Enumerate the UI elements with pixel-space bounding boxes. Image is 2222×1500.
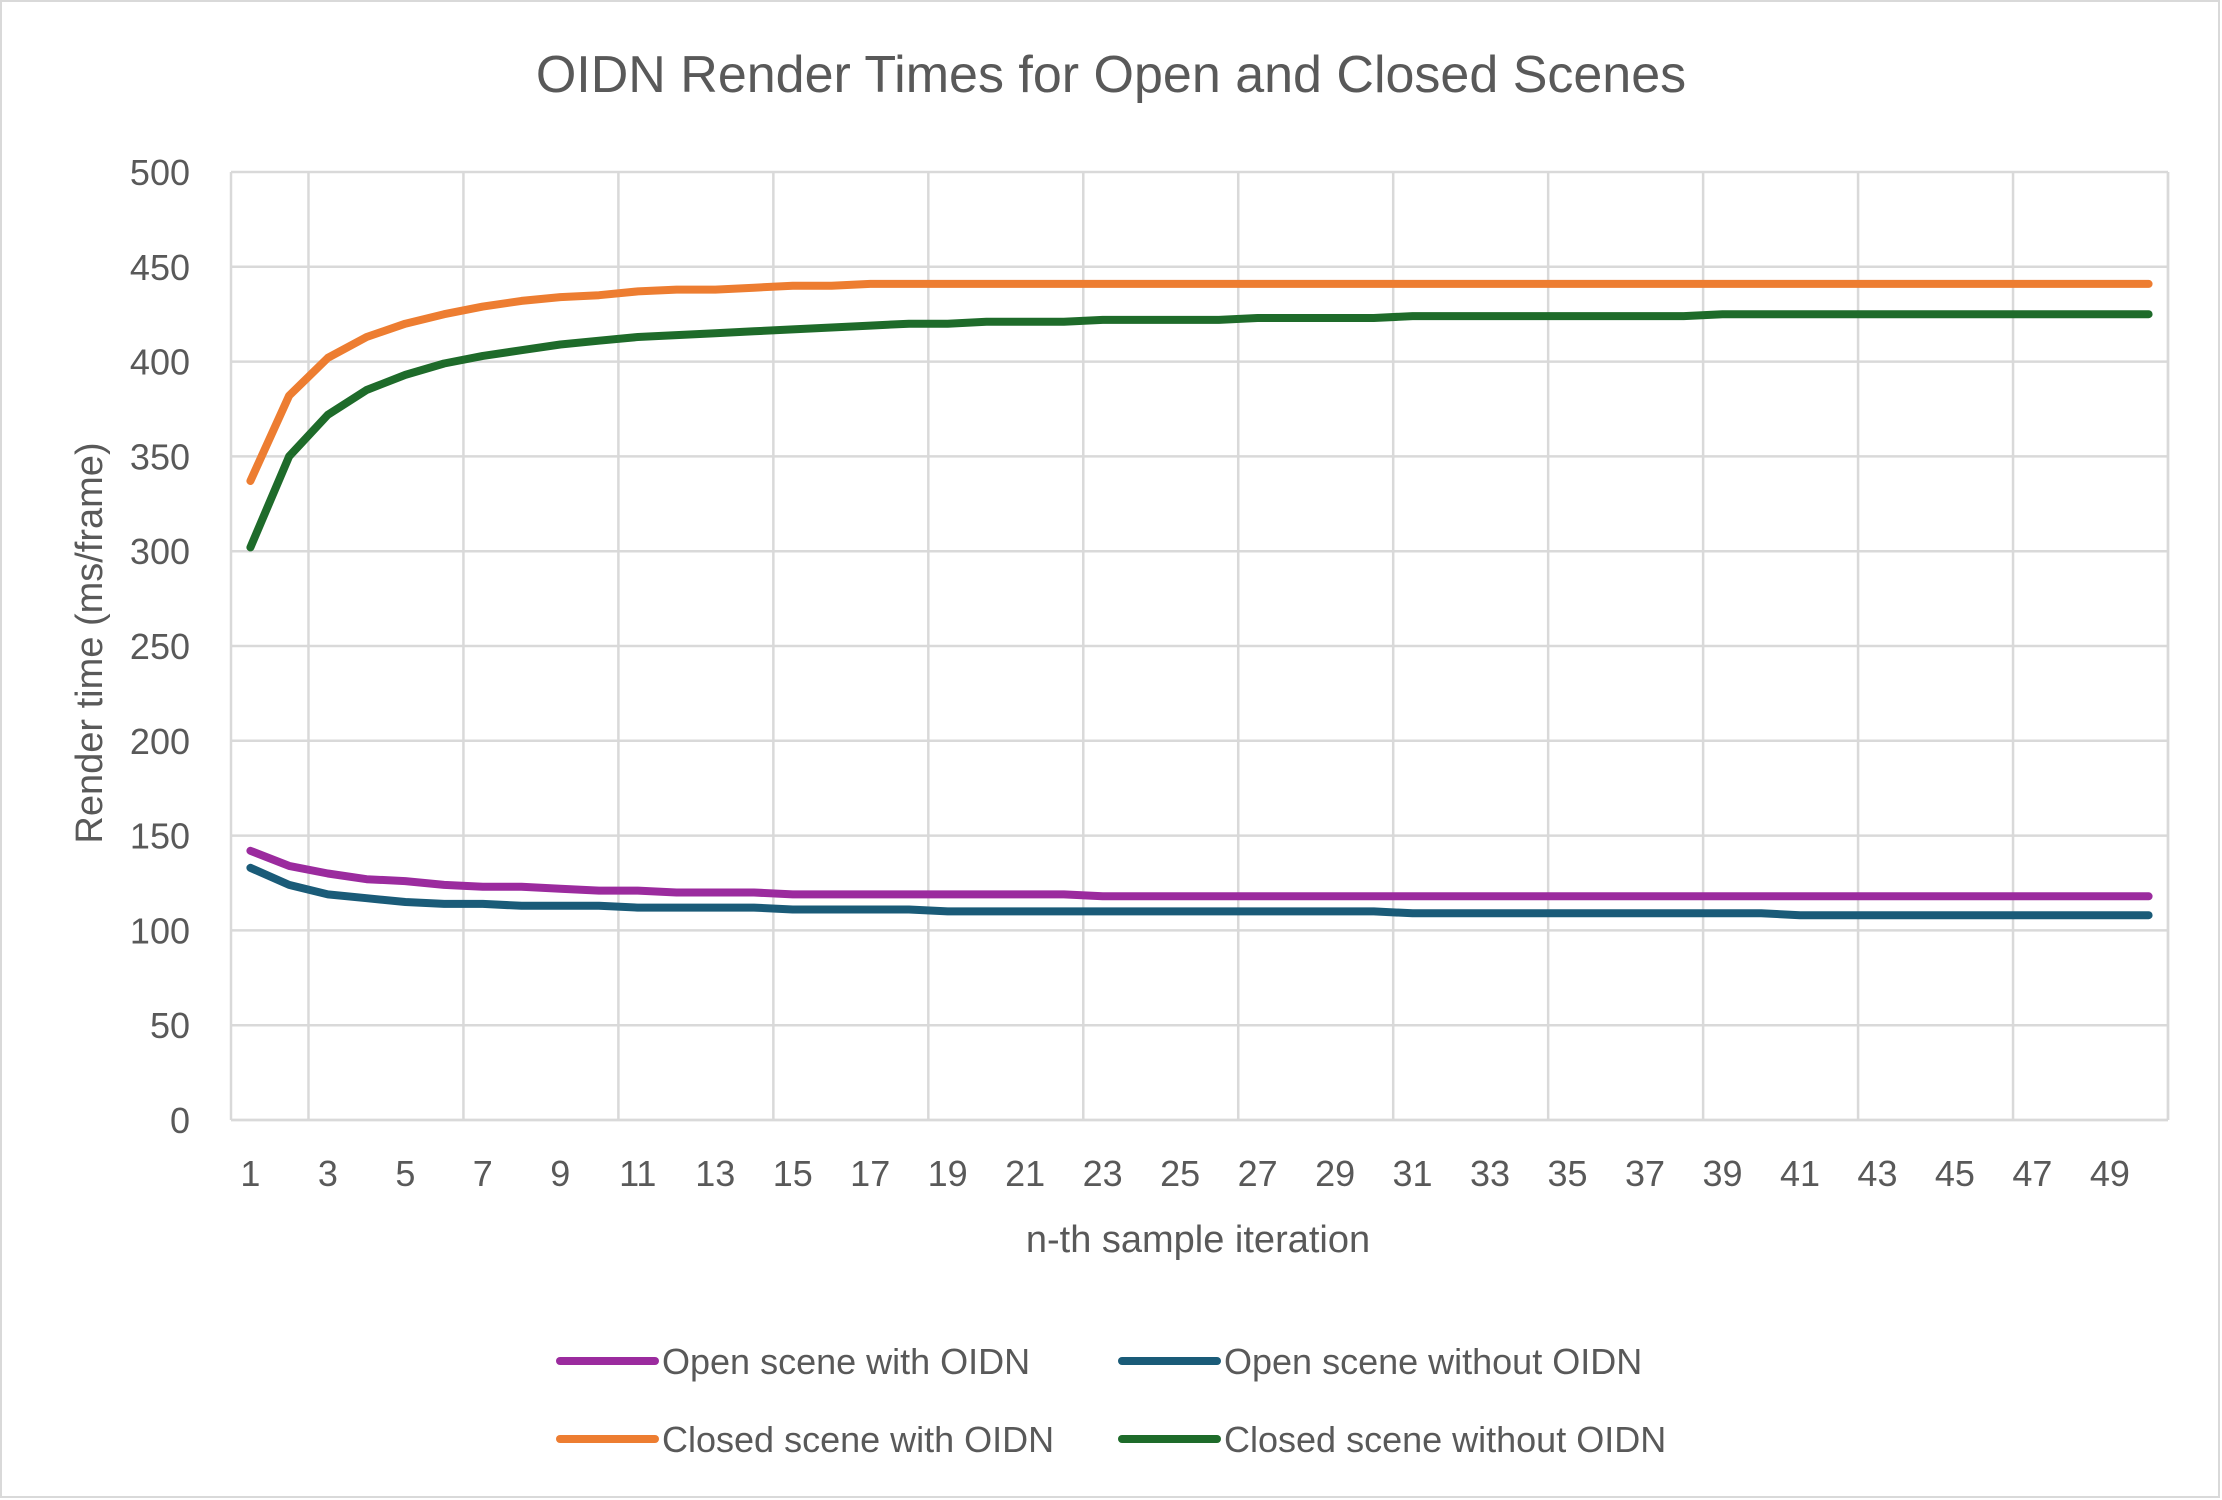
x-tick-label: 49 [2090, 1153, 2130, 1194]
series-line-2 [246, 863, 2153, 920]
x-tick-label: 17 [850, 1153, 890, 1194]
x-tick-label: 3 [318, 1153, 338, 1194]
x-tick-label: 47 [2012, 1153, 2052, 1194]
x-tick-label: 33 [1470, 1153, 1510, 1194]
legend-label: Open scene with OIDN [662, 1341, 1030, 1382]
y-tick-label: 400 [130, 342, 190, 383]
y-tick-label: 100 [130, 910, 190, 951]
series-line-1 [246, 846, 2153, 901]
x-tick-label: 41 [1780, 1153, 1820, 1194]
x-tick-label: 31 [1393, 1153, 1433, 1194]
y-tick-label: 500 [130, 152, 190, 193]
x-tick-label: 25 [1160, 1153, 1200, 1194]
y-tick-label: 150 [130, 816, 190, 857]
y-tick-label: 200 [130, 721, 190, 762]
y-tick-label: 350 [130, 436, 190, 477]
legend-label: Open scene without OIDN [1224, 1341, 1642, 1382]
x-tick-label: 27 [1238, 1153, 1278, 1194]
y-tick-label: 300 [130, 531, 190, 572]
x-tick-label: 15 [773, 1153, 813, 1194]
legend-label: Closed scene with OIDN [662, 1419, 1054, 1460]
x-tick-label: 39 [1702, 1153, 1742, 1194]
x-tick-label: 19 [928, 1153, 968, 1194]
x-tick-label: 23 [1083, 1153, 1123, 1194]
y-tick-label: 50 [150, 1005, 190, 1046]
y-axis-title: Render time (ms/frame) [69, 442, 111, 843]
x-tick-label: 29 [1315, 1153, 1355, 1194]
series-line-3 [246, 279, 2153, 485]
x-tick-label: 21 [1005, 1153, 1045, 1194]
series-lines [246, 279, 2153, 920]
x-tick-label: 37 [1625, 1153, 1665, 1194]
x-tick-label: 11 [619, 1153, 656, 1194]
x-tick-label: 43 [1857, 1153, 1897, 1194]
y-tick-label: 0 [170, 1100, 190, 1141]
x-tick-label: 9 [550, 1153, 570, 1194]
chart-title: OIDN Render Times for Open and Closed Sc… [536, 46, 1686, 104]
x-axis-title: n-th sample iteration [1026, 1219, 1370, 1261]
x-tick-label: 7 [473, 1153, 493, 1194]
legend-label: Closed scene without OIDN [1224, 1419, 1666, 1460]
x-tick-label: 45 [1935, 1153, 1975, 1194]
series-line-4 [246, 310, 2153, 552]
x-tick-label: 1 [240, 1153, 260, 1194]
x-tick-label: 35 [1548, 1153, 1588, 1194]
x-tick-label: 5 [395, 1153, 415, 1194]
y-tick-label: 250 [130, 626, 190, 667]
x-tick-label: 13 [695, 1153, 735, 1194]
y-tick-label: 450 [130, 247, 190, 288]
legend: Open scene with OIDN Open scene without O… [556, 1341, 1666, 1460]
